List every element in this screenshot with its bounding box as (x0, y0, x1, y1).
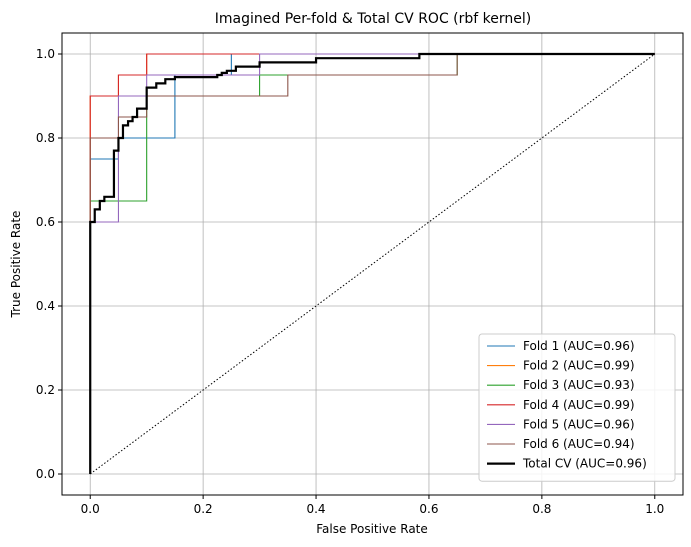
legend-entry: Fold 5 (AUC=0.96) (523, 417, 635, 431)
legend-entry: Fold 1 (AUC=0.96) (523, 339, 635, 353)
x-tick-label: 0.0 (81, 502, 100, 516)
legend-entry: Fold 2 (AUC=0.99) (523, 359, 635, 373)
y-tick-label: 0.8 (36, 131, 55, 145)
x-tick-label: 0.2 (194, 502, 213, 516)
x-tick-label: 0.8 (532, 502, 551, 516)
roc-line-series-5 (89, 53, 655, 474)
plot-frame (61, 32, 684, 496)
y-axis-title: True Positive Rate (9, 211, 23, 319)
roc-line-series-7 (89, 52, 655, 474)
y-tick-label: 1.0 (36, 47, 55, 61)
y-tick-label: 0.4 (36, 299, 55, 313)
y-tick-label: 0.0 (36, 467, 55, 481)
plot-lines (89, 52, 656, 475)
legend-entry: Fold 3 (AUC=0.93) (523, 378, 635, 392)
y-tick-label: 0.2 (36, 383, 55, 397)
chart-title: Imagined Per-fold & Total CV ROC (rbf ke… (215, 11, 531, 27)
legend-entry: Fold 4 (AUC=0.99) (523, 398, 635, 412)
x-axis-title: False Positive Rate (316, 522, 428, 536)
x-tick-label: 0.6 (419, 502, 438, 516)
x-tick-label: 1.0 (645, 502, 664, 516)
legend: Fold 1 (AUC=0.96) Fold 2 (AUC=0.99) Fold 3… (478, 333, 676, 482)
legend-entry: Total CV (AUC=0.96) (522, 457, 647, 471)
axis-ticks: 0.0 0.2 0.4 0.6 0.8 1.0 0.0 0.2 0.4 0.6 0.8 1.0 (36, 47, 664, 516)
legend-entry: Fold 6 (AUC=0.94) (523, 437, 635, 451)
y-tick-label: 0.6 (36, 215, 55, 229)
x-tick-label: 0.4 (306, 502, 325, 516)
legend-box (478, 333, 676, 482)
grid-lines (62, 33, 683, 495)
